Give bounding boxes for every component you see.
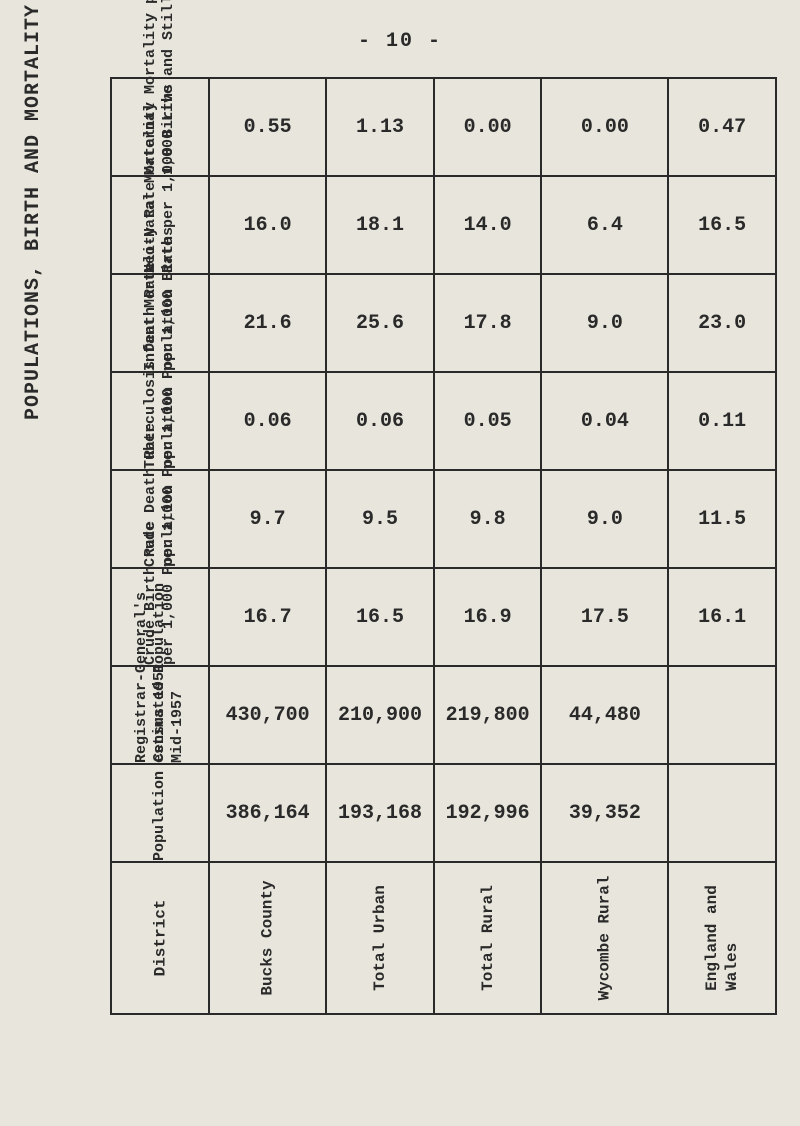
data-cell: 23.0 <box>668 274 776 372</box>
table-row: Crude Death Rate per 1,000 Population 9.… <box>111 470 776 568</box>
data-cell: 9.5 <box>326 470 434 568</box>
data-cell: 14.0 <box>434 176 542 274</box>
col-header: Wycombe Rural <box>541 862 668 1014</box>
data-cell: 193,168 <box>326 764 434 862</box>
data-cell: 0.06 <box>326 372 434 470</box>
data-cell: 1.13 <box>326 78 434 176</box>
district-header: District <box>111 862 209 1014</box>
col-header: Total Rural <box>434 862 542 1014</box>
row-header: Population Census 1951 <box>111 764 209 862</box>
table-row: Population Census 1951 386,164 193,168 1… <box>111 764 776 862</box>
data-cell: 17.8 <box>434 274 542 372</box>
data-cell: 9.0 <box>541 274 668 372</box>
data-cell: 9.8 <box>434 470 542 568</box>
page: - 10 - POPULATIONS, BIRTH AND MORTALITY … <box>0 0 800 1126</box>
data-cell: 9.7 <box>209 470 326 568</box>
data-cell: 192,996 <box>434 764 542 862</box>
data-cell: 210,900 <box>326 666 434 764</box>
data-cell: 25.6 <box>326 274 434 372</box>
data-cell: 430,700 <box>209 666 326 764</box>
data-cell: 21.6 <box>209 274 326 372</box>
data-cell: 17.5 <box>541 568 668 666</box>
data-cell: 11.5 <box>668 470 776 568</box>
data-cell: 6.4 <box>541 176 668 274</box>
col-header-text: Bucks County <box>258 880 278 995</box>
data-cell: 16.7 <box>209 568 326 666</box>
table-row: Maternal Mortality per 1,000 Live and St… <box>111 78 776 176</box>
col-header-text: Wycombe Rural <box>595 876 615 1001</box>
col-header-text: England and Wales <box>702 885 742 991</box>
data-table: Maternal Mortality per 1,000 Live and St… <box>110 77 777 1015</box>
sideways-title: POPULATIONS, BIRTH AND MORTALITY RATES F… <box>22 0 45 420</box>
col-header-text: Total Urban <box>370 885 390 991</box>
data-cell: 16.9 <box>434 568 542 666</box>
data-cell: 0.04 <box>541 372 668 470</box>
data-cell: 0.55 <box>209 78 326 176</box>
data-cell: 44,480 <box>541 666 668 764</box>
data-cell: 16.5 <box>668 176 776 274</box>
column-header-row: District Bucks County Total Urban Total … <box>111 862 776 1014</box>
data-cell: 0.06 <box>209 372 326 470</box>
table-row: Registrar-General's estimated Population… <box>111 666 776 764</box>
data-cell: 0.11 <box>668 372 776 470</box>
data-cell: 16.1 <box>668 568 776 666</box>
col-header: Bucks County <box>209 862 326 1014</box>
table-row: Crude Birth Rate per 1,000 Population 16… <box>111 568 776 666</box>
row-header-text: Population Census 1951 <box>151 765 169 861</box>
col-header: England and Wales <box>668 862 776 1014</box>
data-cell: 0.00 <box>434 78 542 176</box>
data-cell: 386,164 <box>209 764 326 862</box>
data-cell: 0.05 <box>434 372 542 470</box>
data-cell <box>668 764 776 862</box>
data-cell: 16.0 <box>209 176 326 274</box>
data-cell: 16.5 <box>326 568 434 666</box>
data-cell: 9.0 <box>541 470 668 568</box>
col-header: Total Urban <box>326 862 434 1014</box>
data-cell: 39,352 <box>541 764 668 862</box>
data-cell: 219,800 <box>434 666 542 764</box>
table-row: Tuberculosis Death Rate per 1,000 Popula… <box>111 372 776 470</box>
table-row: Infant Mortality Rate per 1,000 Births 2… <box>111 274 776 372</box>
district-label: District <box>150 900 170 977</box>
data-cell: 18.1 <box>326 176 434 274</box>
table-row: Neo-Natal Mortality Rate per 1,000 Birth… <box>111 176 776 274</box>
data-cell: 0.00 <box>541 78 668 176</box>
data-cell: 0.47 <box>668 78 776 176</box>
data-cell <box>668 666 776 764</box>
col-header-text: Total Rural <box>478 885 498 991</box>
